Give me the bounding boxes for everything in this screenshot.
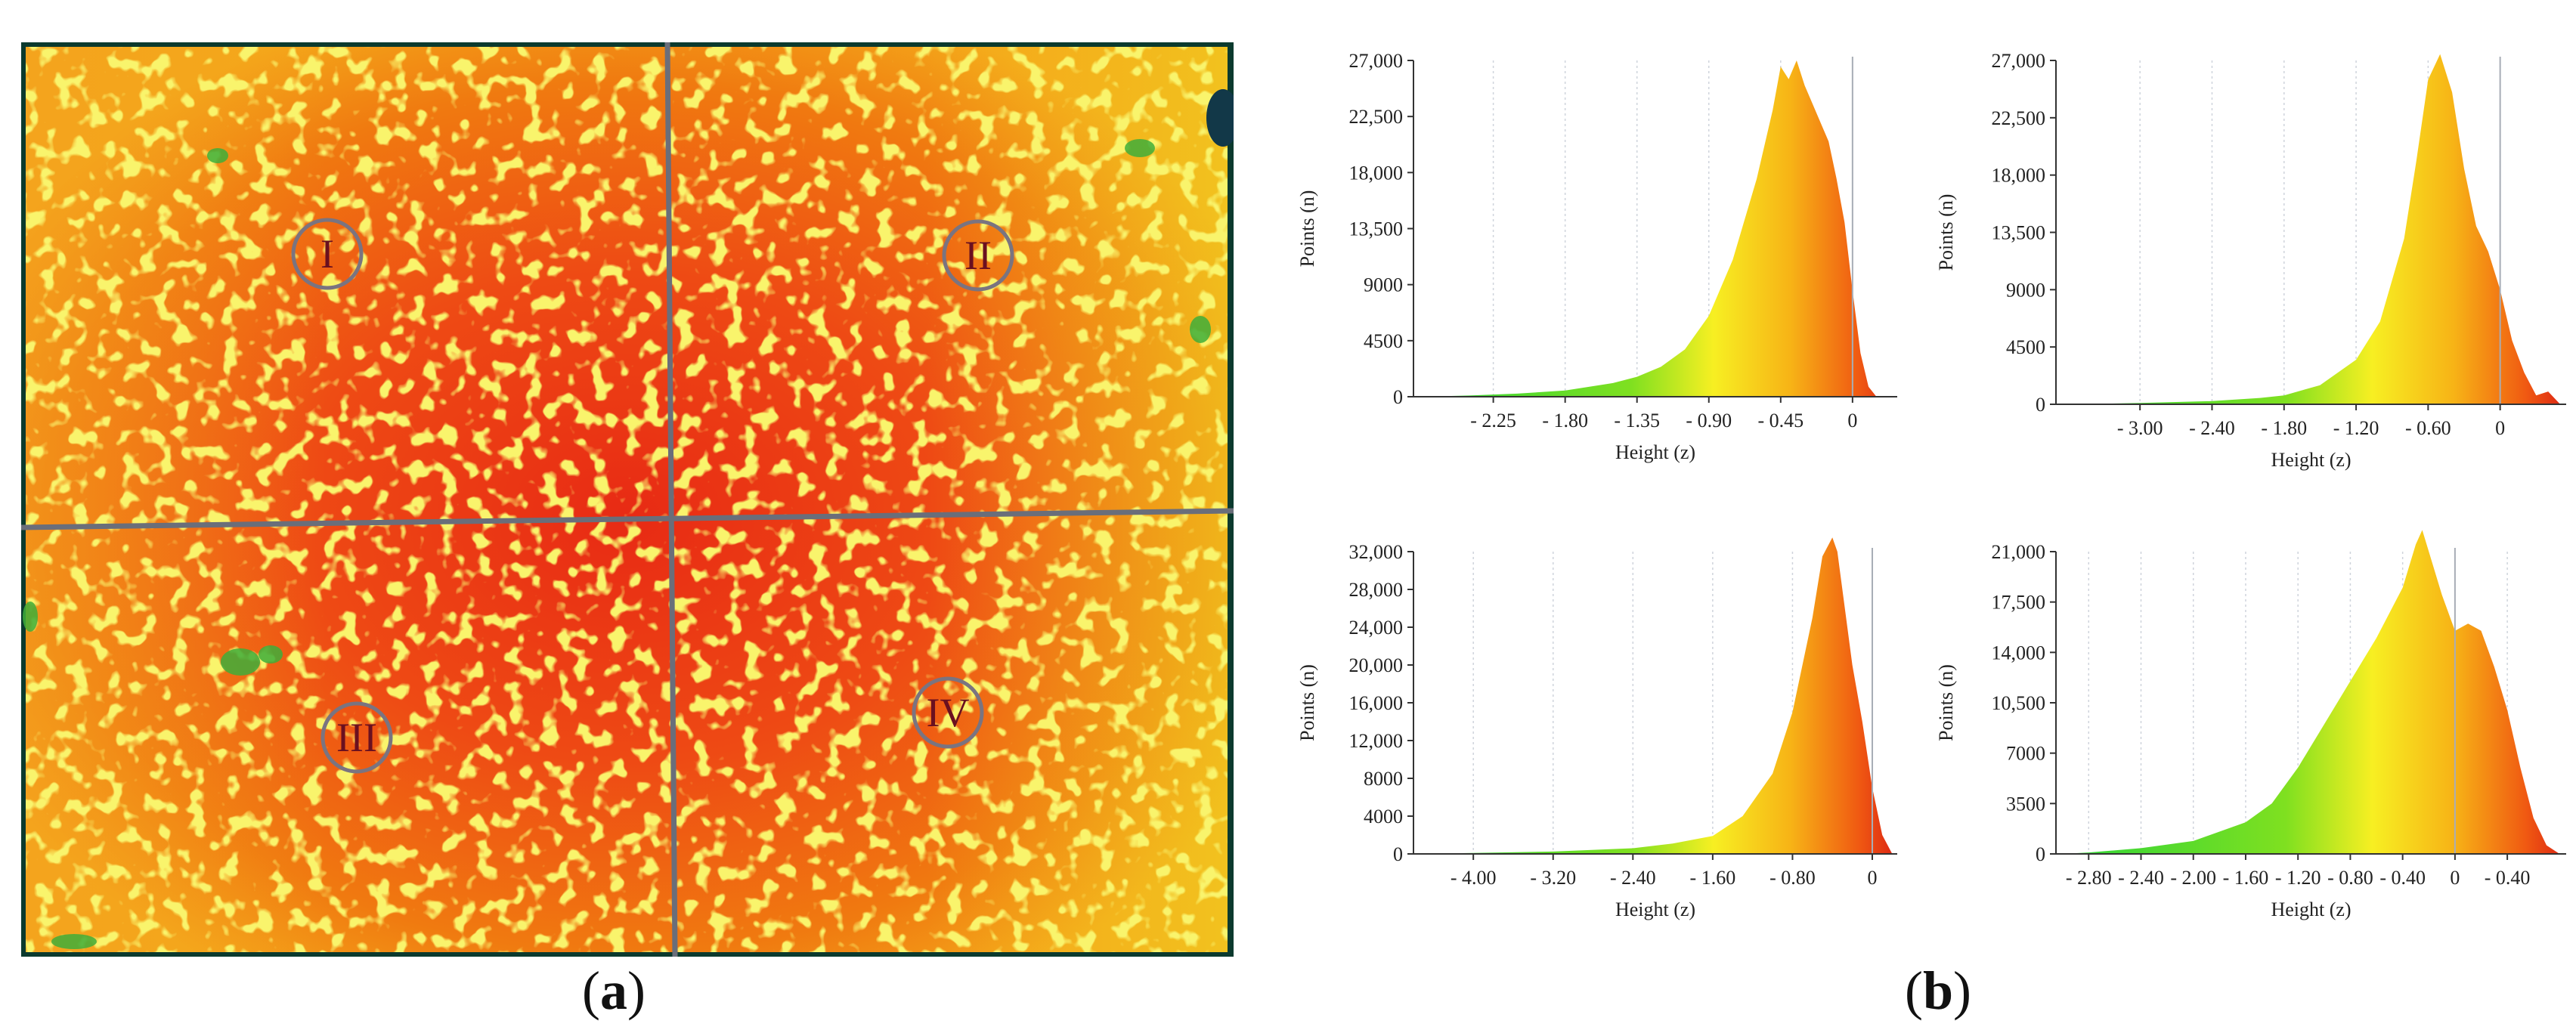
- caption-a-letter: a: [599, 960, 627, 1021]
- x-tick-label: - 2.40: [1610, 867, 1656, 889]
- x-tick-label: 0: [1868, 867, 1878, 889]
- quadrant-label-iv: IV: [927, 690, 970, 735]
- x-tick-label: 0: [2495, 417, 2505, 439]
- y-tick-label: 27,000: [1992, 50, 2046, 72]
- x-tick-label: - 1.80: [2261, 417, 2307, 439]
- y-tick-label: 8000: [1364, 768, 1403, 790]
- quadrant-label-ii: II: [964, 233, 992, 278]
- y-tick-label: 28,000: [1349, 579, 1404, 601]
- y-tick-label: 12,000: [1349, 730, 1404, 752]
- histogram-bottom-left: - 4.00 - 3.20 - 2.40 - 1.60 - 0.80 0 0 4000 8000…: [1296, 537, 1897, 920]
- x-tick-label: - 1.20: [2275, 867, 2321, 889]
- y-tick-label: 9000: [2006, 279, 2045, 301]
- y-tick-label: 17,500: [1992, 592, 2046, 614]
- x-tick-label: - 0.40: [2485, 867, 2531, 889]
- y-tick-label: 22,500: [1992, 107, 2046, 129]
- y-axis-label: Points (n): [1296, 664, 1318, 741]
- histogram-top-left: - 2.25 - 1.80 - 1.35 - 0.90 - 0.45 0 0 4500 9000…: [1296, 50, 1897, 463]
- caption-b: (b): [1905, 960, 1971, 1022]
- y-tick-label: 4000: [1364, 806, 1403, 827]
- dark-corner-patch: [1206, 89, 1234, 147]
- x-tick-label: - 4.00: [1451, 867, 1497, 889]
- x-tick-label: 0: [1847, 410, 1857, 431]
- y-tick-label: 7000: [2006, 743, 2045, 765]
- y-tick-label: 22,500: [1349, 106, 1404, 128]
- y-axis-label: Points (n): [1935, 194, 1957, 271]
- caption-a-open: (: [582, 960, 600, 1021]
- x-tick-label: - 0.60: [2405, 417, 2451, 439]
- x-tick-label: - 1.35: [1614, 410, 1660, 431]
- y-tick-label: 0: [1393, 386, 1403, 408]
- x-tick-label: - 1.80: [1542, 410, 1588, 431]
- y-tick-label: 13,500: [1992, 222, 2046, 244]
- quadrant-label-iii: III: [336, 715, 377, 760]
- y-tick-label: 0: [1393, 843, 1403, 865]
- caption-b-open: (: [1905, 960, 1923, 1021]
- quadrant-marker-i: I: [291, 218, 364, 290]
- histogram-area: [1421, 60, 1877, 397]
- quadrant-lines: [21, 42, 1234, 957]
- y-tick-label: 18,000: [1992, 165, 2046, 187]
- y-tick-label: 20,000: [1349, 654, 1404, 676]
- histogram-area: [2062, 530, 2560, 854]
- histogram-top-right: - 3.00 - 2.40 - 1.80 - 1.20 - 0.60 0 0 4500 9000…: [1935, 50, 2566, 471]
- y-tick-label: 32,000: [1349, 541, 1404, 563]
- quadrant-markers: I II III IV: [291, 218, 1014, 774]
- quadrant-marker-iii: III: [320, 701, 393, 774]
- y-tick-label: 4500: [1364, 330, 1403, 352]
- x-tick-label: - 2.25: [1470, 410, 1516, 431]
- y-tick-label: 10,500: [1992, 692, 2046, 714]
- x-tick-label: - 2.40: [2189, 417, 2235, 439]
- histogram-area: [2067, 54, 2561, 404]
- x-tick-label: - 1.20: [2333, 417, 2379, 439]
- x-tick-label: - 0.80: [1769, 867, 1816, 889]
- field-height-map: I II III IV: [21, 42, 1234, 957]
- green-patches: [23, 139, 1211, 949]
- caption-b-close: ): [1953, 960, 1972, 1021]
- x-tick-label: - 2.40: [2118, 867, 2164, 889]
- histogram-bottom-right: - 2.80 - 2.40 - 2.00 - 1.60 - 1.20 - 0.80 - 0.…: [1935, 530, 2566, 920]
- y-tick-label: 27,000: [1349, 50, 1404, 72]
- field-speckle: [26, 47, 1228, 952]
- y-tick-label: 0: [2036, 394, 2045, 416]
- x-tick-label: - 2.80: [2066, 867, 2112, 889]
- x-axis-label: Height (z): [1615, 898, 1695, 920]
- quadrant-marker-ii: II: [942, 219, 1014, 292]
- y-tick-label: 24,000: [1349, 617, 1404, 639]
- panel-a-field-map: I II III IV (a): [0, 0, 1240, 1033]
- x-tick-label: - 1.60: [1690, 867, 1736, 889]
- histogram-area: [1413, 537, 1893, 854]
- x-tick-label: - 0.40: [2379, 867, 2426, 889]
- caption-a-close: ): [627, 960, 646, 1021]
- y-tick-label: 4500: [2006, 336, 2045, 358]
- y-tick-label: 18,000: [1349, 162, 1404, 184]
- y-tick-label: 14,000: [1992, 642, 2046, 663]
- caption-a: (a): [582, 960, 646, 1022]
- y-tick-label: 3500: [2006, 793, 2045, 815]
- x-tick-label: - 1.60: [2223, 867, 2269, 889]
- x-tick-label: - 3.00: [2117, 417, 2163, 439]
- x-axis-label: Height (z): [2271, 449, 2351, 471]
- y-axis-label: Points (n): [1935, 664, 1957, 741]
- x-tick-label: - 2.00: [2170, 867, 2216, 889]
- y-tick-label: 9000: [1364, 274, 1403, 296]
- y-tick-label: 13,500: [1349, 218, 1404, 240]
- x-axis-label: Height (z): [2271, 898, 2351, 920]
- x-tick-label: - 0.45: [1757, 410, 1804, 431]
- y-tick-label: 16,000: [1349, 692, 1404, 714]
- y-tick-label: 21,000: [1992, 541, 2046, 563]
- x-tick-label: - 0.80: [2327, 867, 2373, 889]
- x-tick-label: - 0.90: [1686, 410, 1732, 431]
- x-tick-label: - 3.20: [1530, 867, 1576, 889]
- y-tick-label: 0: [2036, 843, 2045, 865]
- y-axis-label: Points (n): [1296, 190, 1318, 268]
- x-axis-label: Height (z): [1615, 441, 1695, 463]
- quadrant-label-i: I: [320, 231, 334, 277]
- caption-b-letter: b: [1922, 960, 1954, 1021]
- quadrant-marker-iv: IV: [912, 676, 984, 749]
- x-tick-label: 0: [2450, 867, 2460, 889]
